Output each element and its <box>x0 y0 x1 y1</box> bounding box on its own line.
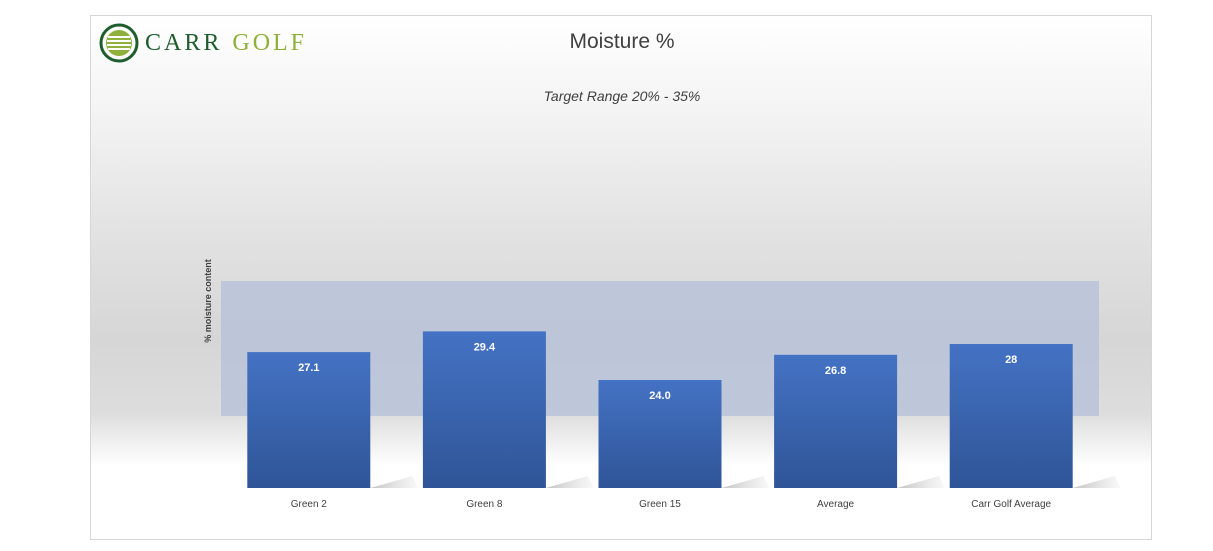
bar-carr-golf-average <box>949 344 1073 488</box>
carr-golf-logo-icon <box>99 23 139 63</box>
data-label: 28 <box>1005 354 1017 366</box>
x-tick-label: Green 2 <box>291 499 328 510</box>
x-tick-label: Carr Golf Average <box>971 499 1051 510</box>
bar-green-8 <box>422 331 546 488</box>
bar-green-15 <box>598 380 722 488</box>
bar-green-2 <box>247 352 371 488</box>
bar-shadow <box>1072 476 1121 488</box>
bar-chart-plot: 27.1 Green 2 29.4 Green 8 24.0 Green 15 26.8 Av… <box>221 281 1121 510</box>
data-label: 24.0 <box>649 390 670 402</box>
x-tick-label: Average <box>817 499 855 510</box>
data-label: 27.1 <box>298 362 319 374</box>
data-label: 26.8 <box>825 365 846 377</box>
chart-subtitle: Target Range 20% - 35% <box>543 88 701 104</box>
bar-average <box>774 354 898 488</box>
logo-text-golf: GOLF <box>232 29 308 56</box>
bar-shadow <box>721 476 770 488</box>
chart-title: Moisture % <box>569 30 675 53</box>
data-label: 29.4 <box>474 341 496 353</box>
x-tick-label: Green 8 <box>466 499 503 510</box>
x-tick-label: Green 15 <box>639 499 681 510</box>
bar-shadow <box>545 476 594 488</box>
bar-shadow <box>370 476 419 488</box>
carr-golf-logo: CARR GOLF <box>99 22 307 64</box>
chart-panel: CARR GOLF Moisture % Target Range 20% - … <box>90 15 1152 540</box>
logo-text-carr: CARR <box>145 29 223 56</box>
bar-shadow <box>897 476 946 488</box>
